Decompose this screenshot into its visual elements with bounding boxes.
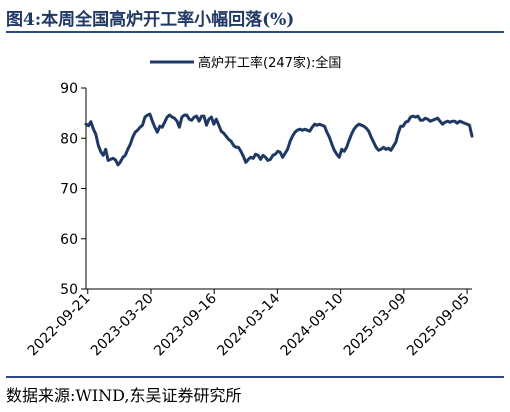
y-tick-label: 70 [60,182,78,198]
legend: 高炉开工率(247家):全国 [150,55,341,71]
y-tick-label: 60 [60,232,78,248]
y-axis: 50 60 70 80 90 [60,81,86,298]
x-axis: 2022-09-212023-03-202023-09-162024-03-14… [25,289,473,359]
title-divider [6,31,504,33]
y-tick-label: 50 [60,282,78,298]
x-tick-label: 2024-09-10 [278,291,347,360]
series-group [84,112,474,167]
y-tick-label: 80 [60,131,78,147]
source-divider [6,376,504,378]
legend-label: 高炉开工率(247家):全国 [198,55,341,71]
source-note: 数据来源:WIND,东吴证券研究所 [6,386,242,405]
x-tick-label: 2022-09-21 [25,291,94,360]
y-tick-label: 90 [60,81,78,97]
x-tick-label: 2023-09-16 [151,290,220,359]
x-tick-label: 2025-09-05 [404,291,473,360]
x-tick-label: 2025-03-09 [341,291,410,360]
figure-title: 图4:本周全国高炉开工率小幅回落(%) [6,10,295,30]
x-tick-label: 2024-03-14 [214,290,283,359]
x-tick-label: 2023-03-20 [88,291,157,360]
series-line [84,112,474,167]
line-chart: 50 60 70 80 90 2022-09-212023-03-202023-09-1… [25,55,474,359]
